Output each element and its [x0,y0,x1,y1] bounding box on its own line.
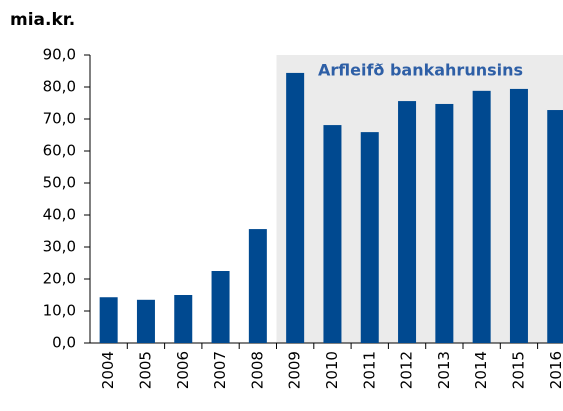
x-tick-label: 2005 [136,351,154,389]
x-tick-label: 2004 [99,351,117,389]
y-tick-label: 40,0 [43,206,76,224]
x-tick-label: 2010 [323,351,341,389]
y-tick-label: 80,0 [43,78,76,96]
annotation: Arfleifð bankahrunsins [318,61,523,80]
bar [248,229,267,343]
y-tick-label: 90,0 [43,46,76,64]
y-axis-label: mia.kr. [10,10,75,30]
x-tick-label: 2013 [435,351,453,389]
x-tick-label: 2006 [174,351,192,389]
x-tick-label: 2014 [472,351,490,389]
y-tick-label: 0,0 [52,334,76,352]
x-tick-label: 2009 [286,351,304,389]
bar [360,132,379,343]
x-tick-label: 2012 [398,351,416,389]
bar [323,125,342,343]
bar [286,72,305,344]
x-tick-label: 2007 [211,351,229,389]
bar [509,88,528,343]
x-tick-label: 2016 [547,351,563,389]
bar [174,295,193,343]
bar [211,271,230,343]
bar [136,299,155,343]
bar [435,103,454,344]
bar [472,90,491,343]
y-tick-label: 70,0 [43,110,76,128]
x-tick-label: 2015 [509,351,527,389]
bar [398,101,417,343]
bar [99,297,118,343]
y-tick-label: 50,0 [43,174,76,192]
y-tick-label: 20,0 [43,270,76,288]
y-tick-label: 10,0 [43,302,76,320]
x-tick-label: 2011 [360,351,378,389]
y-tick-label: 60,0 [43,142,76,160]
y-tick-label: 30,0 [43,238,76,256]
bar [547,110,563,343]
x-tick-label: 2008 [248,351,266,389]
